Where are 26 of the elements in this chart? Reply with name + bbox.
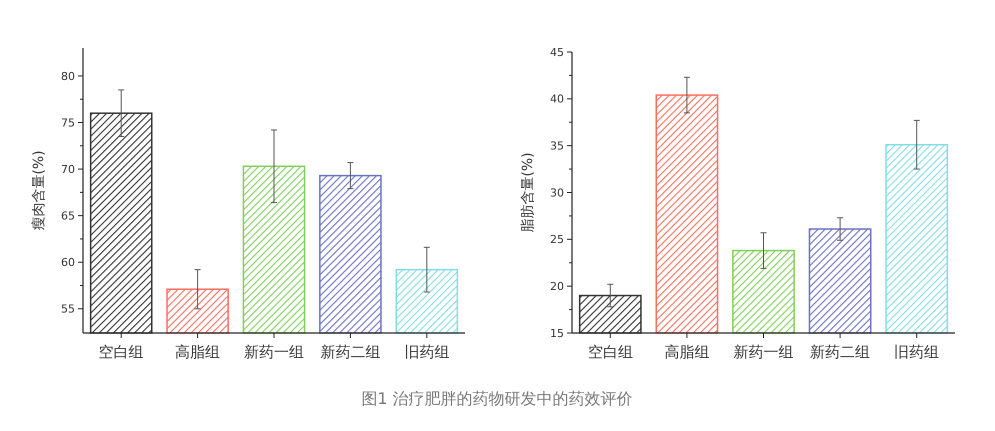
- y-tick-label: 25: [550, 233, 564, 246]
- x-tick-label: 新药一组: [244, 343, 304, 361]
- y-tick-label: 40: [550, 92, 564, 106]
- y-axis-title: 脂肪含量(%): [520, 152, 536, 233]
- y-tick-label: 15: [550, 326, 564, 340]
- y-tick-label: 35: [550, 140, 564, 153]
- y-tick-label: 55: [61, 302, 75, 316]
- y-tick-label: 45: [550, 46, 564, 59]
- x-tick-label: 高脂组: [175, 343, 220, 361]
- y-tick-label: 20: [550, 280, 564, 294]
- y-tick-label: 60: [61, 256, 75, 270]
- x-tick-label: 新药一组: [734, 343, 794, 361]
- caption: 图1 治疗肥胖的药物研发中的药效评价: [361, 389, 633, 408]
- x-tick-label: 旧药组: [404, 343, 450, 361]
- y-tick-label: 80: [61, 70, 75, 83]
- x-tick-label: 空白组: [98, 343, 144, 361]
- y-tick-label: 65: [61, 209, 75, 222]
- x-tick-label: 新药二组: [810, 343, 870, 361]
- x-tick-label: 空白组: [588, 343, 633, 361]
- x-tick-label: 旧药组: [894, 343, 940, 361]
- y-tick-label: 75: [61, 116, 75, 130]
- x-tick-label: 新药二组: [320, 343, 380, 361]
- y-tick-label: 30: [550, 186, 564, 200]
- x-tick-label: 高脂组: [664, 343, 710, 361]
- y-tick-label: 70: [61, 162, 75, 176]
- y-axis-title: 瘦肉含量(%): [31, 150, 47, 231]
